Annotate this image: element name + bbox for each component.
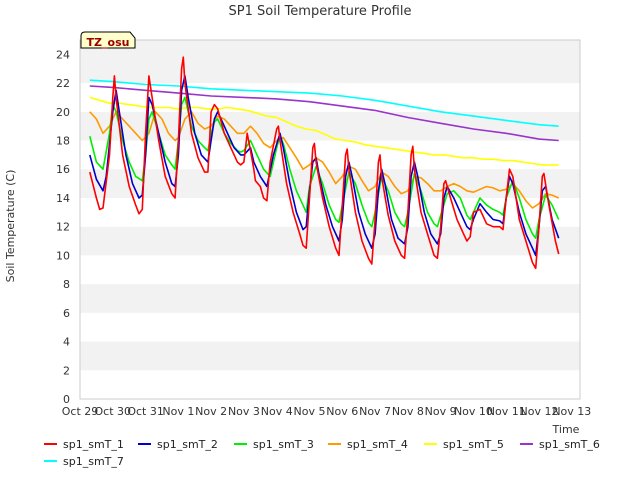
x-tick-label: Oct 29 <box>62 405 99 418</box>
grid-band <box>80 255 580 285</box>
plot-area-frame <box>79 39 581 400</box>
x-tick-label: Nov 9 <box>425 405 457 418</box>
x-tick-label: Oct 30 <box>95 405 132 418</box>
x-tick-label: Nov 1 <box>162 405 194 418</box>
grid-band <box>80 341 580 371</box>
legend-label: sp1_smT_6 <box>539 438 600 451</box>
series-line-sp1_smT_2 <box>89 75 560 257</box>
y-tick-label: 18 <box>56 135 70 148</box>
grid-band <box>80 197 580 227</box>
x-tick-label: Nov 8 <box>392 405 424 418</box>
series-line-sp1_smT_6 <box>89 85 559 142</box>
y-tick-label: 10 <box>56 249 70 262</box>
grid-band <box>80 40 580 55</box>
x-tick-label: Nov 5 <box>294 405 326 418</box>
chart-title: SP1 Soil Temperature Profile <box>229 4 412 19</box>
y-tick-label: 2 <box>63 364 70 377</box>
y-tick-label: 14 <box>56 192 70 205</box>
timezone-badge: TZ_osu <box>80 31 136 49</box>
legend-item-sp1_smT_6: sp1_smT_6 <box>520 438 600 451</box>
y-tick-label: 12 <box>56 221 70 234</box>
x-tick-label: Oct 31 <box>127 405 164 418</box>
grid-band <box>80 370 580 399</box>
x-tick-label: Nov 13 <box>552 405 591 418</box>
y-tick-label: 0 <box>63 393 70 406</box>
legend-item-sp1_smT_4: sp1_smT_4 <box>328 438 408 451</box>
x-tick-label: Nov 7 <box>359 405 391 418</box>
legend-label: sp1_smT_5 <box>443 438 504 451</box>
y-tick-label: 16 <box>56 163 70 176</box>
series-line-sp1_smT_4 <box>89 111 560 209</box>
y-tick-label: 24 <box>56 48 70 61</box>
grid-band <box>80 54 580 84</box>
y-tick-label: 8 <box>63 278 70 291</box>
grid-band <box>80 312 580 342</box>
legend-label: sp1_smT_3 <box>253 438 314 451</box>
x-tick-label: Nov 4 <box>261 405 293 418</box>
legend-item-sp1_smT_1: sp1_smT_1 <box>44 438 124 451</box>
x-tick-label: Nov 3 <box>228 405 260 418</box>
x-tick-label: Nov 2 <box>195 405 227 418</box>
legend-label: sp1_smT_2 <box>157 438 218 451</box>
series-line-sp1_smT_1 <box>89 56 560 270</box>
y-axis-label: Soil Temperature (C) <box>4 170 17 283</box>
legend-label: sp1_smT_7 <box>63 455 124 468</box>
legend-item-sp1_smT_5: sp1_smT_5 <box>424 438 504 451</box>
x-axis-label: Time <box>552 423 580 436</box>
y-tick-label: 22 <box>56 77 70 90</box>
y-tick-label: 6 <box>63 307 70 320</box>
legend: sp1_smT_1 sp1_smT_2 sp1_smT_3 sp1_smT_4 sp1_… <box>44 438 600 468</box>
legend-label: sp1_smT_1 <box>63 438 124 451</box>
x-tick-label: Nov 10 <box>454 405 493 418</box>
timezone-badge-box <box>80 31 136 49</box>
series-lines <box>89 56 560 270</box>
timezone-badge-label: TZ_osu <box>87 36 130 49</box>
legend-label: sp1_smT_4 <box>347 438 408 451</box>
series-line-sp1_smT_5 <box>89 96 559 166</box>
x-tick-label: Nov 11 <box>487 405 526 418</box>
y-tick-label: 20 <box>56 106 70 119</box>
series-line-sp1_smT_7 <box>89 79 559 127</box>
grid-band <box>80 284 580 313</box>
grid-band <box>80 140 580 170</box>
x-tick-label: Nov 12 <box>520 405 559 418</box>
legend-item-sp1_smT_7: sp1_smT_7 <box>44 455 124 468</box>
legend-item-sp1_smT_2: sp1_smT_2 <box>138 438 218 451</box>
y-tick-label: 4 <box>63 336 70 349</box>
x-tick-label: Nov 6 <box>326 405 358 418</box>
legend-item-sp1_smT_3: sp1_smT_3 <box>234 438 314 451</box>
